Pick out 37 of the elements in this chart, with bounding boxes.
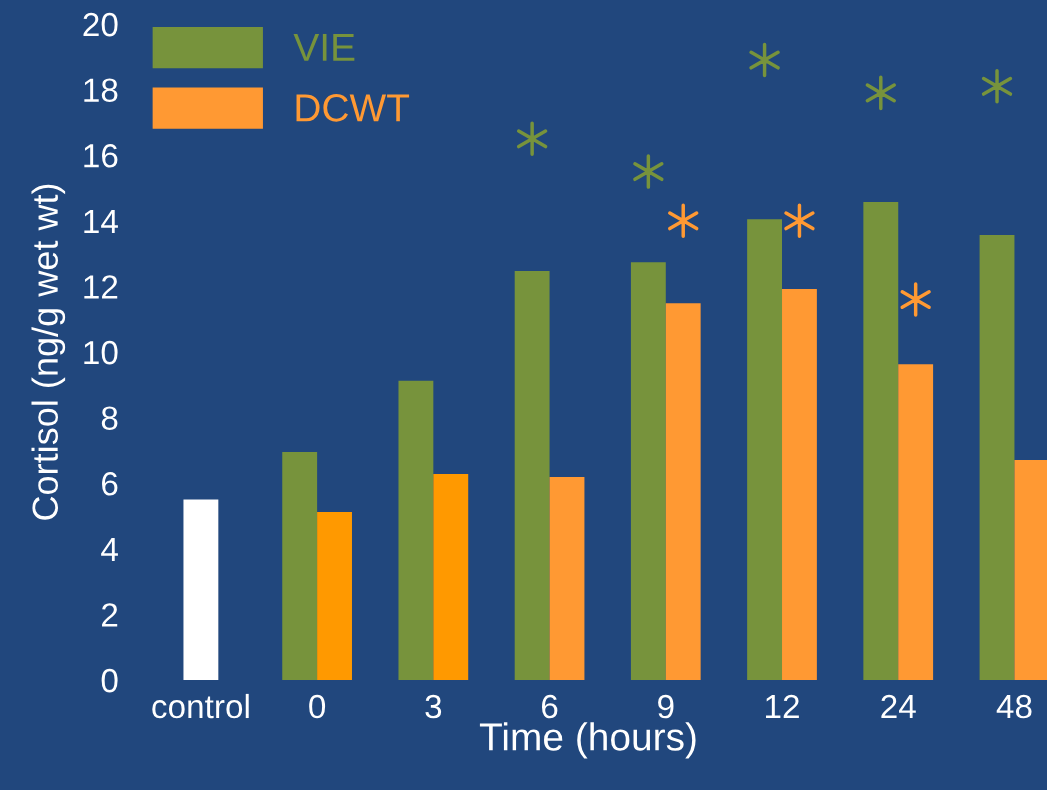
bar [317, 512, 352, 680]
y-tick-label: 4 [101, 537, 118, 561]
bar [782, 289, 817, 680]
bar [630, 262, 666, 680]
x-tick-label: 0 [309, 694, 326, 719]
y-tick-label: 2 [102, 603, 118, 627]
y-tick-label: 16 [84, 144, 118, 168]
bar [747, 219, 783, 680]
bar [863, 202, 899, 680]
y-tick-label: 10 [84, 340, 118, 365]
y-tick-label: 6 [102, 472, 118, 496]
bar [514, 270, 550, 680]
x-tick-label: 48 [996, 694, 1032, 719]
y-tick-label: 18 [84, 78, 118, 103]
y-tick-label: 14 [84, 209, 118, 233]
x-tick-label: 12 [766, 694, 799, 719]
legend-label: DCWT [296, 94, 410, 122]
y-axis-title: Cortisol (ng/g wet wt) [31, 184, 66, 520]
bar [433, 474, 469, 680]
bar [665, 303, 701, 680]
bar [398, 380, 434, 680]
bar [979, 234, 1015, 680]
x-tick-label: 3 [425, 694, 442, 719]
x-tick-label: 6 [541, 694, 558, 719]
y-tick-label: 8 [101, 406, 118, 431]
bar [183, 499, 219, 680]
y-tick-label: 12 [84, 275, 118, 299]
y-tick-label: 0 [101, 668, 118, 693]
bar [282, 452, 318, 680]
legend-label: VIE [293, 33, 355, 61]
x-axis-title: Time (hours) [479, 722, 696, 759]
bar [549, 476, 585, 680]
y-tick-label: 20 [83, 12, 118, 37]
x-tick-label: 9 [658, 694, 674, 719]
x-tick-label: control [152, 693, 249, 719]
bar [898, 364, 934, 680]
x-tick-label: 24 [881, 694, 916, 719]
